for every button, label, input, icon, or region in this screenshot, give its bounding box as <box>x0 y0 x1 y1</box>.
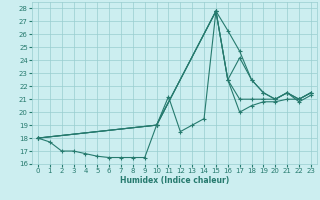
X-axis label: Humidex (Indice chaleur): Humidex (Indice chaleur) <box>120 176 229 185</box>
